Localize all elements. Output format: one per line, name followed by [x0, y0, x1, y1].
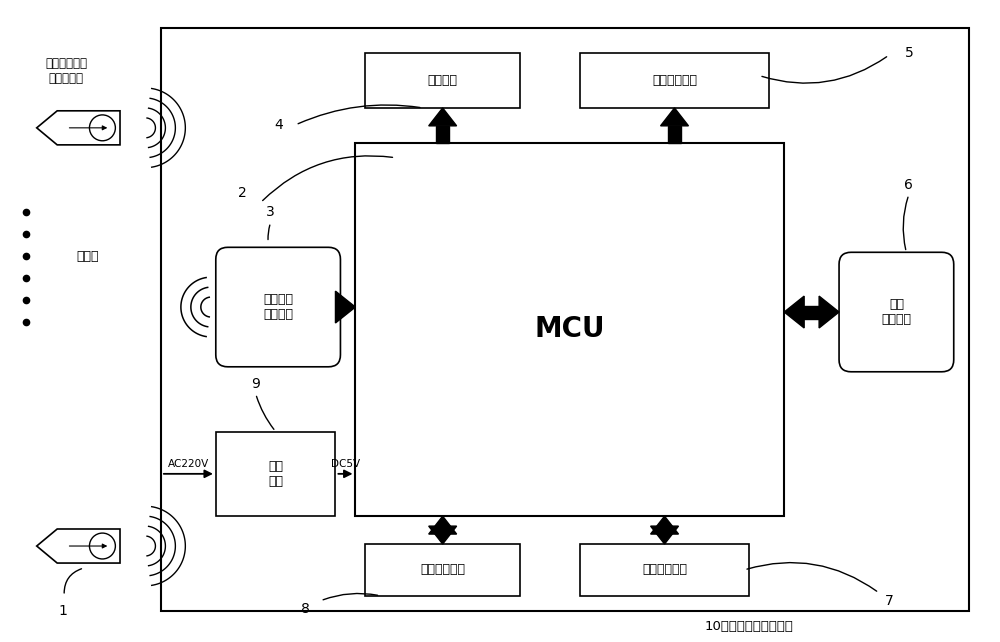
Polygon shape — [335, 291, 355, 323]
Text: MCU: MCU — [535, 315, 605, 343]
Text: DC5V: DC5V — [331, 459, 360, 469]
Polygon shape — [651, 516, 679, 534]
Text: 10：无线接收显示终端: 10：无线接收显示终端 — [705, 620, 794, 633]
Text: 若干个: 若干个 — [76, 250, 99, 263]
FancyBboxPatch shape — [216, 247, 340, 367]
Text: 1: 1 — [59, 603, 68, 618]
Text: 故障诊断模块: 故障诊断模块 — [642, 564, 687, 577]
Bar — [216, 431, 335, 516]
Text: 5: 5 — [904, 46, 913, 60]
Polygon shape — [784, 296, 804, 328]
Polygon shape — [651, 526, 679, 544]
Polygon shape — [819, 296, 839, 328]
Polygon shape — [429, 108, 457, 126]
Bar — [161, 28, 969, 611]
Text: 4: 4 — [274, 118, 283, 132]
Bar — [580, 544, 749, 596]
Polygon shape — [661, 108, 688, 126]
Text: 显示模块: 显示模块 — [428, 74, 458, 87]
Text: 3: 3 — [266, 205, 275, 220]
Bar — [355, 143, 784, 516]
Text: AC220V: AC220V — [168, 459, 209, 469]
Text: 远程
通讯模块: 远程 通讯模块 — [881, 298, 911, 326]
Text: 6: 6 — [904, 178, 913, 191]
FancyBboxPatch shape — [839, 252, 954, 372]
Bar — [365, 544, 520, 596]
Text: 无线数据
接收模块: 无线数据 接收模块 — [263, 293, 293, 321]
Polygon shape — [37, 529, 120, 563]
Polygon shape — [429, 516, 457, 534]
Text: 2: 2 — [238, 186, 247, 200]
Bar — [668, 126, 681, 143]
Text: 磁吸附式无线
温度传感器: 磁吸附式无线 温度传感器 — [45, 57, 87, 85]
Circle shape — [89, 533, 115, 559]
Text: 电源
模块: 电源 模块 — [268, 460, 283, 488]
Bar — [365, 53, 520, 108]
Bar — [580, 53, 769, 108]
Bar — [804, 306, 819, 318]
Text: 报警输出模块: 报警输出模块 — [652, 74, 697, 87]
Text: 8: 8 — [301, 602, 310, 616]
Bar — [436, 126, 449, 143]
Text: 7: 7 — [885, 594, 893, 608]
Polygon shape — [429, 526, 457, 544]
Circle shape — [89, 115, 115, 141]
Text: 数据存储模块: 数据存储模块 — [420, 564, 465, 577]
Polygon shape — [37, 111, 120, 145]
Text: 9: 9 — [251, 377, 260, 391]
